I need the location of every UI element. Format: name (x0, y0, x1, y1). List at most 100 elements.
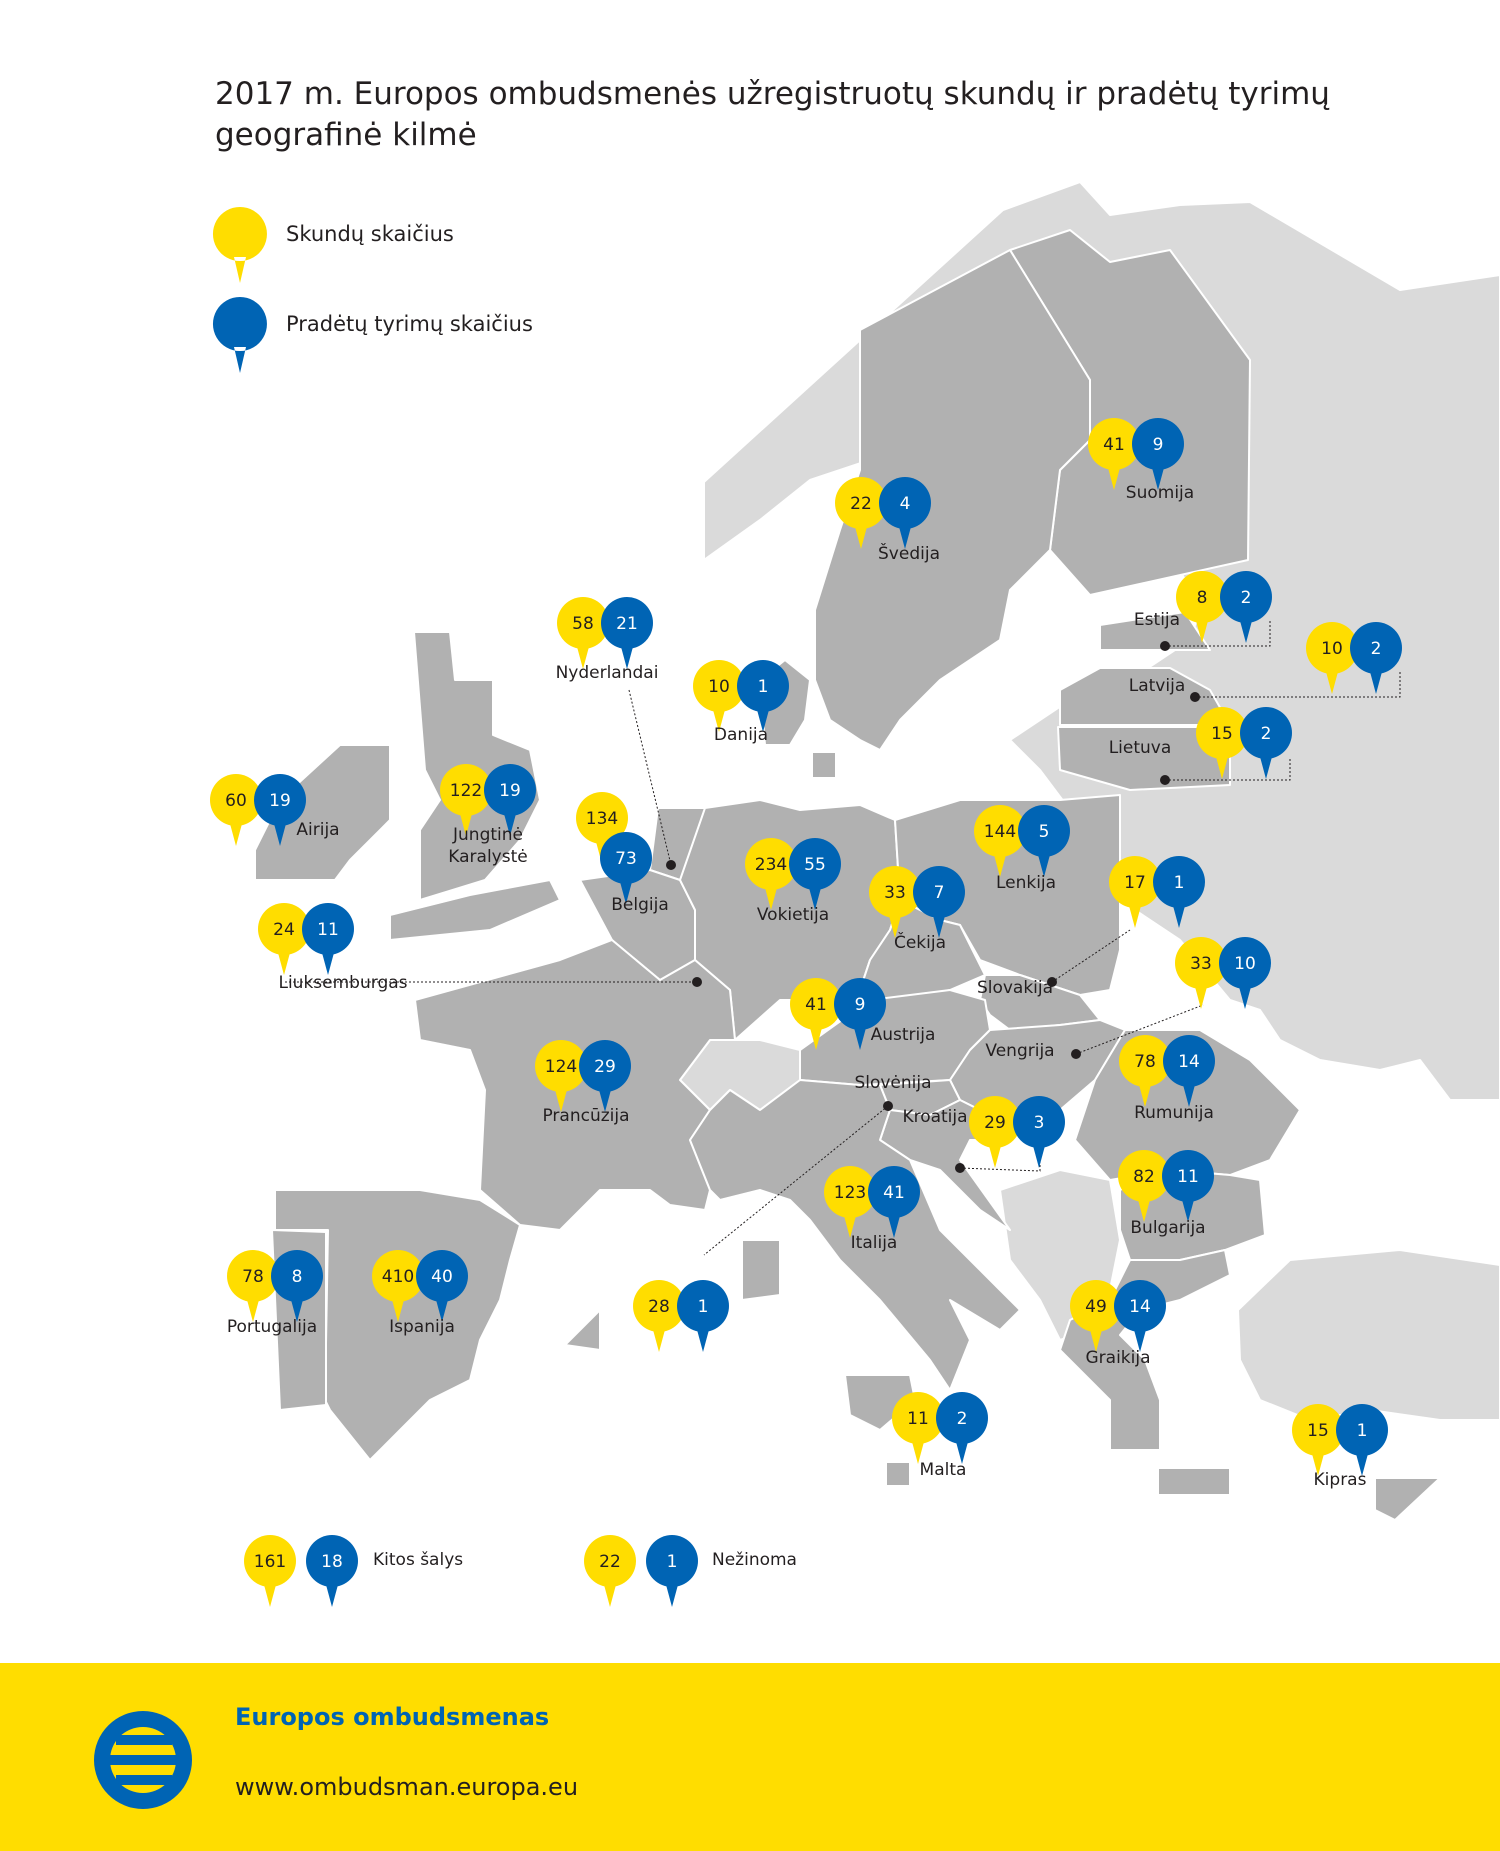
shape-italija (689, 1079, 1021, 1391)
marker-inquiries-belgija: 73 (600, 832, 652, 904)
marker-complaints-lenkija: 144 (974, 805, 1026, 877)
marker-complaints-danija: 10 (693, 660, 745, 732)
label-ispanija: Ispanija (389, 1317, 455, 1337)
marker-complaints-latvija-value: 10 (1321, 639, 1343, 659)
marker-complaints-slovakija: 17 (1109, 856, 1161, 928)
leader-latvija (1195, 670, 1401, 698)
marker-inquiries-ispanija: 40 (416, 1250, 468, 1322)
marker-inquiries-vengrija-value: 10 (1234, 954, 1256, 974)
dot-liuksemburgas (692, 977, 702, 987)
label-svedija: Švedija (878, 544, 940, 564)
marker-inquiries-liuksemburgas-value: 11 (317, 920, 339, 940)
marker-inquiries-vokietija-value: 55 (804, 855, 826, 875)
marker-complaints-svedija: 22 (835, 477, 887, 549)
marker-complaints-ispanija-value: 410 (382, 1267, 414, 1287)
marker-complaints-portugalija: 78 (227, 1250, 279, 1322)
marker-complaints-latvija: 10 (1306, 622, 1358, 694)
marker-complaints-cekija: 33 (869, 866, 921, 938)
marker-inquiries-slovakija: 1 (1153, 856, 1205, 928)
dot-slovenija (883, 1101, 893, 1111)
marker-inquiries-vokietija: 55 (789, 838, 841, 910)
label-malta: Malta (919, 1460, 967, 1480)
marker-complaints-kitos-salys: 161 (244, 1535, 296, 1607)
marker-complaints-austrija: 41 (790, 978, 842, 1050)
shape-jk (413, 631, 541, 901)
marker-inquiries-kitos-salys-value: 18 (321, 1552, 343, 1572)
marker-complaints-vokietija-value: 234 (755, 855, 787, 875)
footer: Europos ombudsmenas www.ombudsman.europa… (0, 1663, 1500, 1851)
marker-complaints-prancuzija-value: 124 (545, 1057, 577, 1077)
marker-complaints-nyderlandai: 58 (557, 597, 609, 669)
shape-malta (885, 1461, 911, 1487)
marker-complaints-liuksemburgas-value: 24 (273, 920, 295, 940)
marker-inquiries-kipras-value: 1 (1357, 1421, 1368, 1441)
marker-inquiries-malta-value: 2 (957, 1409, 968, 1429)
label-austrija: Austrija (870, 1025, 936, 1045)
marker-complaints-italija: 123 (824, 1166, 876, 1238)
leader-kroatija (959, 1150, 1041, 1172)
marker-inquiries-latvija: 2 (1350, 622, 1402, 694)
marker-inquiries-lenkija: 5 (1018, 805, 1070, 877)
leader-slovenija (703, 1105, 889, 1256)
marker-inquiries-slovakija-value: 1 (1174, 873, 1185, 893)
marker-complaints-jungtine-karalyste: 122 (440, 764, 492, 836)
footer-url-link[interactable]: www.ombudsman.europa.eu (235, 1773, 579, 1801)
label-nezinoma: Nežinoma (712, 1550, 797, 1570)
label-portugalija: Portugalija (226, 1317, 318, 1337)
label-prancuzija: Prancūzija (542, 1106, 630, 1126)
marker-complaints-lietuva: 15 (1196, 707, 1248, 779)
marker-inquiries-cekija-value: 7 (934, 883, 945, 903)
non-eu-turkey (1237, 1249, 1500, 1421)
marker-inquiries-rumunija: 14 (1163, 1035, 1215, 1107)
marker-inquiries-austrija-value: 9 (855, 995, 866, 1015)
label-cekija: Čekija (893, 933, 947, 953)
label-kitos-salys: Kitos šalys (373, 1550, 464, 1570)
marker-inquiries-danija: 1 (737, 660, 789, 732)
marker-inquiries-liuksemburgas: 11 (302, 903, 354, 975)
marker-complaints-estija-value: 8 (1197, 588, 1208, 608)
marker-inquiries-kipras: 1 (1336, 1404, 1388, 1476)
marker-inquiries-svedija: 4 (879, 477, 931, 549)
label-airija: Airija (296, 820, 340, 840)
marker-complaints-jungtine-karalyste-value: 122 (450, 781, 482, 801)
dot-kroatija (955, 1163, 965, 1173)
map-base (254, 181, 1500, 1521)
marker-complaints-austrija-value: 41 (805, 995, 827, 1015)
label-belgija: Belgija (611, 895, 669, 915)
dot-slovakija (1047, 977, 1057, 987)
marker-complaints-prancuzija: 124 (535, 1040, 587, 1112)
legend-complaints-marker (212, 207, 267, 283)
marker-complaints-kipras-value: 15 (1307, 1421, 1329, 1441)
label-danija: Danija (713, 725, 769, 745)
marker-inquiries-jungtine-karalyste: 19 (484, 764, 536, 836)
marker-inquiries-portugalija-value: 8 (292, 1267, 303, 1287)
marker-complaints-italija-value: 123 (834, 1183, 866, 1203)
marker-complaints-belgija-value: 134 (586, 809, 618, 829)
marker-complaints-svedija-value: 22 (850, 494, 872, 514)
shape-kretas (1157, 1467, 1231, 1496)
dot-lietuva (1160, 775, 1170, 785)
shape-airija (254, 744, 391, 881)
label-estija: Estija (1133, 610, 1181, 630)
leader-nyderlandai (628, 689, 672, 866)
marker-inquiries-vengrija: 10 (1219, 937, 1271, 1009)
marker-complaints-bulgarija: 82 (1118, 1150, 1170, 1222)
marker-complaints-estija: 8 (1176, 571, 1228, 643)
marker-inquiries-portugalija: 8 (271, 1250, 323, 1322)
legend-inquiries: Pradėtų tyrimų skaičius (210, 295, 630, 385)
shape-estija (1099, 611, 1211, 651)
legend-inquiries-label: Pradėtų tyrimų skaičius (286, 312, 533, 336)
marker-inquiries-lietuva-value: 2 (1261, 724, 1272, 744)
label-slovakija: Slovakija (976, 978, 1054, 998)
label-suomija: Suomija (1125, 483, 1195, 503)
marker-complaints-nyderlandai-value: 58 (572, 614, 594, 634)
marker-complaints-kitos-salys-value: 161 (254, 1552, 286, 1572)
footer-organization: Europos ombudsmenas (235, 1703, 550, 1731)
marker-complaints-kipras: 15 (1292, 1404, 1344, 1476)
marker-complaints-vengrija-value: 33 (1190, 954, 1212, 974)
marker-inquiries-belgija-value: 73 (615, 849, 637, 869)
marker-complaints-malta-value: 11 (907, 1409, 929, 1429)
marker-inquiries-graikija: 14 (1114, 1280, 1166, 1352)
